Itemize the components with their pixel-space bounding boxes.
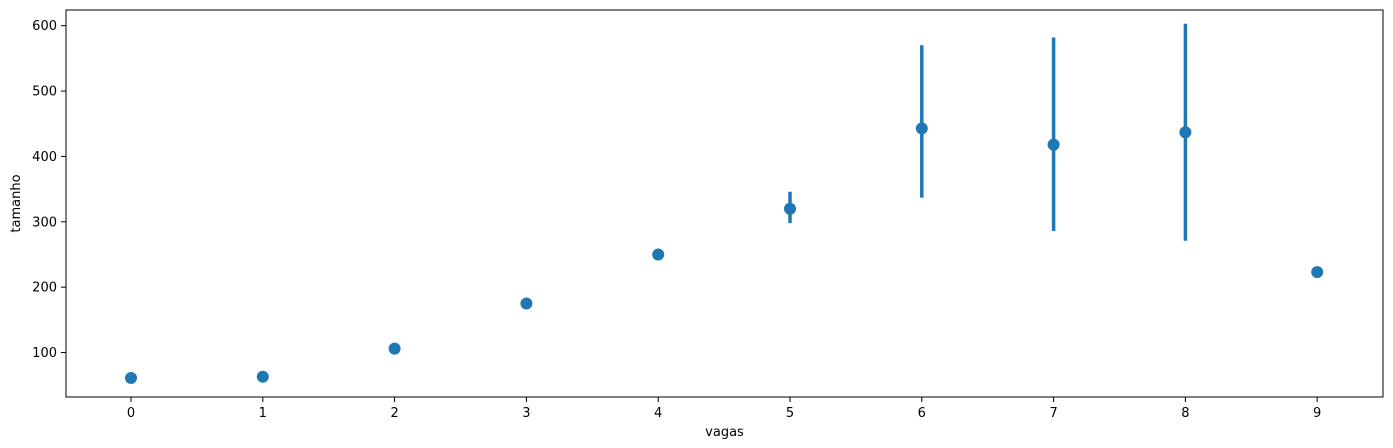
point-1	[256, 370, 269, 383]
x-tick-label-1: 1	[259, 406, 267, 421]
y-tick-label-500: 500	[32, 85, 57, 100]
x-tick-label-5: 5	[786, 406, 794, 421]
point-9	[1311, 266, 1324, 279]
chart-marks	[125, 23, 1324, 385]
x-tick-label-4: 4	[654, 406, 662, 421]
x-tick-label-9: 9	[1313, 406, 1321, 421]
x-tick-label-6: 6	[918, 406, 926, 421]
y-tick-label-600: 600	[32, 19, 57, 34]
chart-axes: 0 1 2 3 4 5 6 7 8 9 100 200 300 400 500 600	[32, 19, 1321, 421]
x-tick-label-8: 8	[1181, 406, 1189, 421]
point-2	[388, 342, 401, 355]
x-tick-label-0: 0	[127, 406, 135, 421]
y-tick-label-200: 200	[32, 281, 57, 296]
point-0	[125, 372, 137, 385]
x-tick-label-7: 7	[1049, 406, 1057, 421]
point-4	[652, 248, 665, 261]
plot-frame	[65, 9, 1384, 398]
y-tick-label-400: 400	[32, 150, 57, 165]
y-axis-label: tamanho	[9, 174, 24, 232]
x-tick-label-3: 3	[522, 406, 530, 421]
y-tick-label-300: 300	[32, 215, 57, 230]
x-axis-label: vagas	[705, 425, 744, 440]
y-tick-label-100: 100	[32, 346, 57, 361]
x-tick-label-2: 2	[390, 406, 398, 421]
point-8	[1179, 126, 1192, 139]
point-7	[1047, 138, 1060, 151]
point-3	[520, 297, 533, 310]
point-6	[915, 122, 928, 135]
point-5	[784, 202, 796, 215]
